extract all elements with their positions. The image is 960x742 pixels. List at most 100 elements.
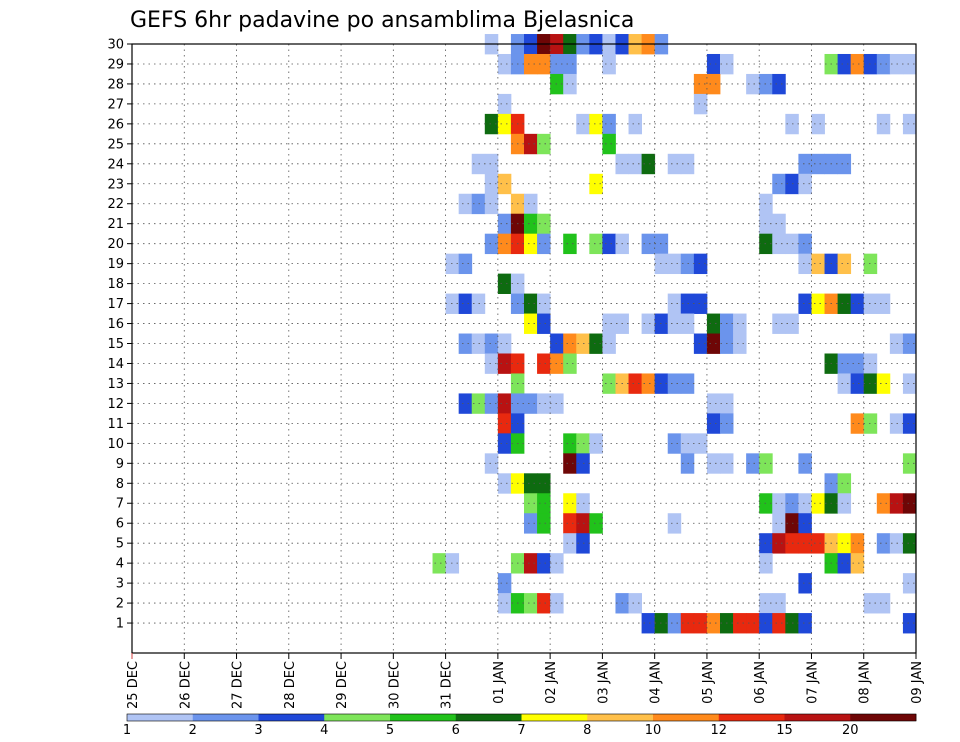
heatmap-cell xyxy=(811,533,825,554)
heatmap-cell xyxy=(876,533,891,554)
heatmap-cell xyxy=(693,253,708,275)
heatmap-cell xyxy=(563,453,577,474)
heatmap-cell xyxy=(589,513,603,534)
x-tick-label: 26 DEC xyxy=(178,661,193,709)
heatmap-cell xyxy=(497,413,512,434)
heatmap-cell xyxy=(497,273,512,294)
heatmap-cell xyxy=(471,193,486,215)
legend-swatch xyxy=(455,714,522,721)
heatmap-cell xyxy=(589,433,603,454)
legend-swatch xyxy=(390,714,457,721)
y-tick-label: 10 xyxy=(107,437,124,452)
heatmap-cell xyxy=(563,353,577,374)
x-tick-label: 09 JAN xyxy=(910,661,925,704)
x-axis: 25 DEC 26 DEC 27 DEC 28 DEC 29 DEC 30 DEC 31 D… xyxy=(126,653,925,709)
heatmap-cell xyxy=(706,333,721,354)
heatmap-cell xyxy=(811,493,825,514)
heatmap-cell xyxy=(641,153,656,175)
heatmap-cell xyxy=(497,393,512,414)
y-tick-label: 8 xyxy=(116,477,124,492)
heatmap-cell xyxy=(706,73,721,95)
heatmap-cell xyxy=(850,53,865,75)
heatmap-cell xyxy=(563,233,577,255)
heatmap-cell xyxy=(537,353,551,374)
heatmap-cell xyxy=(537,233,551,255)
heatmap-cell xyxy=(537,53,551,75)
heatmap-cell xyxy=(772,213,786,235)
heatmap-cell xyxy=(537,393,551,414)
heatmap-cell xyxy=(602,233,616,255)
legend-label: 8 xyxy=(583,723,591,738)
heatmap-cell xyxy=(589,173,603,195)
heatmap-cell xyxy=(602,53,616,75)
y-tick-label: 1 xyxy=(116,617,124,632)
heatmap-cell xyxy=(798,493,812,514)
legend-label: 4 xyxy=(320,723,328,738)
heatmap-cell xyxy=(497,93,512,115)
y-tick-label: 24 xyxy=(107,157,124,172)
heatmap-cell xyxy=(706,453,721,474)
heatmap-cell xyxy=(537,593,551,614)
legend-label: 3 xyxy=(254,723,262,738)
heatmap-cell xyxy=(563,333,577,354)
heatmap-cell xyxy=(524,293,538,314)
heatmap-cell xyxy=(902,613,917,634)
legend-swatch xyxy=(718,714,785,721)
heatmap-cell xyxy=(563,513,577,534)
heatmap-cell xyxy=(876,373,891,394)
heatmap-cell xyxy=(772,173,786,195)
y-tick-label: 30 xyxy=(107,38,124,53)
heatmap-cell xyxy=(667,293,682,314)
y-tick-label: 17 xyxy=(107,297,124,312)
x-tick-label: 30 DEC xyxy=(387,661,402,709)
heatmap-cell xyxy=(693,613,708,634)
heatmap-cell xyxy=(484,193,499,215)
heatmap-cell xyxy=(798,253,812,275)
y-tick-label: 2 xyxy=(116,597,124,612)
legend-label: 12 xyxy=(710,723,727,738)
heatmap-cell xyxy=(563,73,577,95)
x-tick-label: 28 DEC xyxy=(283,661,298,709)
heatmap-cell xyxy=(772,233,786,255)
heatmap-cell xyxy=(706,393,721,414)
heatmap-cell xyxy=(484,153,499,175)
heatmap-cell xyxy=(798,533,812,554)
heatmap-cell xyxy=(497,233,512,255)
heatmap-cell xyxy=(876,293,891,314)
legend-label: 2 xyxy=(189,723,197,738)
heatmap-cell xyxy=(471,333,486,354)
heatmap-cell xyxy=(458,253,473,275)
y-tick-label: 22 xyxy=(107,197,124,212)
heatmap-cell xyxy=(850,373,865,394)
heatmap-cell xyxy=(484,393,499,414)
heatmap-cell xyxy=(667,433,682,454)
heatmap-cell xyxy=(850,353,865,374)
heatmap-cell xyxy=(537,133,551,155)
heatmap-cell xyxy=(524,513,538,534)
heatmap-cell xyxy=(524,393,538,414)
heatmap-cell xyxy=(497,173,512,195)
heatmap-cell xyxy=(497,53,512,75)
heatmap-cell xyxy=(902,53,917,75)
heatmap-cell xyxy=(484,453,499,474)
heatmap-cell xyxy=(537,313,551,334)
heatmap-cell xyxy=(628,593,642,614)
heatmap-cell xyxy=(524,553,538,574)
heatmap-cell xyxy=(497,573,512,594)
legend-label: 20 xyxy=(842,723,859,738)
heatmap-cell xyxy=(811,113,825,135)
heatmap-cell xyxy=(876,113,891,135)
heatmap-cell xyxy=(524,593,538,614)
chart-title: GEFS 6hr padavine po ansamblima Bjelasni… xyxy=(130,8,634,33)
heatmap-cell xyxy=(537,213,551,235)
legend-label: 6 xyxy=(452,723,460,738)
heatmap-cell xyxy=(693,293,708,314)
heatmap-cell xyxy=(641,373,656,394)
y-tick-label: 29 xyxy=(107,57,124,72)
heatmap-cell xyxy=(641,613,656,634)
heatmap-cell xyxy=(772,533,786,554)
heatmap-cell xyxy=(667,313,682,334)
heatmap-cell xyxy=(471,293,486,314)
legend-swatch xyxy=(127,714,194,721)
heatmap-cell xyxy=(537,293,551,314)
